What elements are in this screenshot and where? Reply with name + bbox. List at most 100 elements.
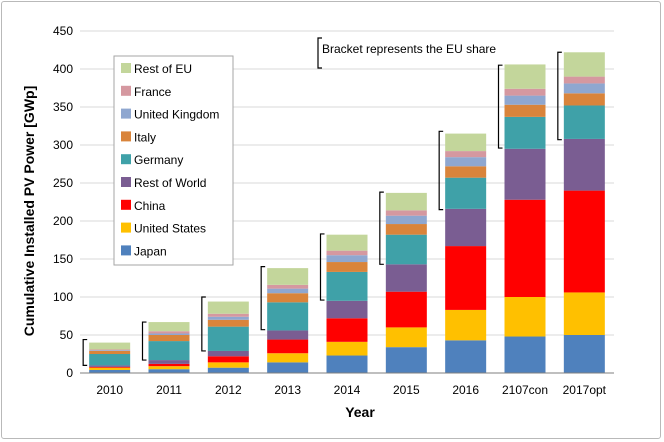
bar-2012-japan — [207, 367, 249, 373]
bar-2014-rest-of-world — [326, 300, 368, 319]
bar-2107con-japan — [504, 336, 546, 373]
bar-2017opt-rest-of-world — [563, 138, 605, 191]
bar-2010-united-kingdom — [89, 350, 131, 351]
bar-2017opt-italy — [563, 93, 605, 106]
eu-bracket-2011 — [141, 321, 147, 361]
bar-2017opt-united-states — [563, 292, 605, 335]
bar-2011-japan — [148, 369, 190, 373]
bar-2015-france — [385, 210, 427, 216]
legend-label-china: China — [134, 199, 166, 213]
bracket-note: Bracket represents the EU share — [317, 37, 496, 69]
bar-2017opt-china — [563, 190, 605, 293]
bar-2010-japan — [89, 369, 131, 373]
legend-swatch-germany — [121, 154, 131, 165]
bar-2015-rest-of-eu — [385, 192, 427, 211]
bar-2012-germany — [207, 326, 249, 351]
bar-2013-rest-of-eu — [267, 268, 309, 285]
eu-bracket-2010 — [82, 338, 88, 366]
y-tick-label-200: 200 — [53, 214, 73, 228]
bar-2014-italy — [326, 262, 368, 272]
bar-2014-united-kingdom — [326, 255, 368, 263]
bar-2016-france — [445, 151, 487, 158]
bar-2012-rest-of-eu — [207, 301, 249, 314]
bar-2015-japan — [385, 347, 427, 373]
y-tick-label-300: 300 — [53, 138, 73, 152]
bar-2012-italy — [207, 319, 249, 327]
bar-2107con-united-states — [504, 297, 546, 337]
y-axis-ticks: 0 50 100 150 200 250 300 350 400 450 — [53, 24, 73, 380]
bar-2014-germany — [326, 271, 368, 301]
x-tick-label-2012: 2012 — [215, 383, 242, 397]
bar-2015-united-states — [385, 327, 427, 348]
x-tick-label-2011: 2011 — [156, 383, 182, 397]
bar-2017opt-japan — [563, 335, 605, 373]
legend-label-rest-of-eu: Rest of EU — [134, 62, 192, 76]
y-tick-label-150: 150 — [53, 252, 73, 266]
bar-2016-china — [445, 246, 487, 310]
bar-2014-japan — [326, 355, 368, 373]
bar-2107con-italy — [504, 104, 546, 117]
legend-box — [113, 55, 234, 266]
bar-2011-united-states — [148, 366, 190, 370]
bar-2012-china — [207, 356, 249, 363]
y-tick-label-0: 0 — [66, 366, 73, 380]
y-axis-title: Cumulative Installed PV Power [GWp] — [21, 86, 37, 336]
y-tick-label-400: 400 — [53, 62, 73, 76]
legend-label-italy: Italy — [134, 130, 156, 144]
x-axis-ticks: 2010 2011 2012 2013 2014 2015 2016 2107con 2017o… — [96, 383, 606, 397]
bar-2011-rest-of-eu — [148, 322, 190, 332]
bar-2015-italy — [385, 224, 427, 235]
bar-2013-france — [267, 284, 309, 289]
bar-2011-germany — [148, 341, 190, 361]
x-tick-label-2010: 2010 — [96, 383, 123, 397]
legend-swatch-rest-of-eu — [121, 63, 131, 73]
eu-bracket-2017opt — [557, 51, 562, 141]
bar-2013-italy — [267, 293, 309, 303]
bar-2010-rest-of-eu — [89, 342, 131, 350]
legend-swatch-rest-of-world — [121, 177, 131, 187]
bar-2016-united-kingdom — [445, 157, 487, 167]
y-tick-label-100: 100 — [53, 290, 73, 304]
bar-2016-united-states — [445, 309, 487, 341]
bar-2016-rest-of-world — [445, 208, 487, 247]
legend-label-rest-of-world: Rest of World — [134, 176, 206, 190]
bar-2014-united-states — [326, 341, 368, 356]
bar-2011-france — [148, 331, 190, 334]
bar-2015-rest-of-world — [385, 264, 427, 292]
bar-2107con-rest-of-eu — [504, 64, 546, 89]
bar-2016-italy — [445, 166, 487, 178]
bar-2013-united-kingdom — [267, 288, 309, 294]
bar-2010-germany — [89, 354, 131, 366]
bar-2107con-france — [504, 88, 546, 96]
bar-2010-united-states — [89, 367, 131, 370]
bar-2011-united-kingdom — [148, 333, 190, 335]
eu-bracket-2107con — [497, 64, 503, 149]
y-tick-label-250: 250 — [53, 176, 73, 190]
legend-label-germany: Germany — [134, 153, 183, 167]
bar-2014-france — [326, 250, 368, 256]
bar-2107con-united-kingdom — [504, 95, 546, 105]
legend-label-france: France — [134, 85, 172, 99]
bar-2011-china — [148, 363, 190, 367]
legend-swatch-italy — [121, 131, 131, 142]
bars — [89, 52, 605, 373]
bar-2015-united-kingdom — [385, 215, 427, 225]
eu-bracket-2013 — [260, 266, 266, 331]
legend-swatch-united-states — [121, 222, 131, 233]
legend-label-japan: Japan — [134, 244, 167, 258]
bar-2012-rest-of-world — [207, 350, 249, 357]
bar-2011-rest-of-world — [148, 360, 190, 364]
bar-2012-united-states — [207, 362, 249, 368]
y-tick-label-350: 350 — [53, 100, 73, 114]
x-tick-label-2016: 2016 — [452, 383, 479, 397]
x-tick-label-2013: 2013 — [274, 383, 301, 397]
x-tick-label-2107con: 2107con — [502, 383, 548, 397]
y-tick-label-50: 50 — [60, 328, 74, 342]
bar-2012-united-kingdom — [207, 316, 249, 320]
bar-2017opt-rest-of-eu — [563, 52, 605, 77]
bar-2016-japan — [445, 340, 487, 373]
x-tick-label-2017opt: 2017opt — [563, 383, 607, 397]
bar-2016-germany — [445, 177, 487, 209]
bar-2013-china — [267, 339, 309, 354]
